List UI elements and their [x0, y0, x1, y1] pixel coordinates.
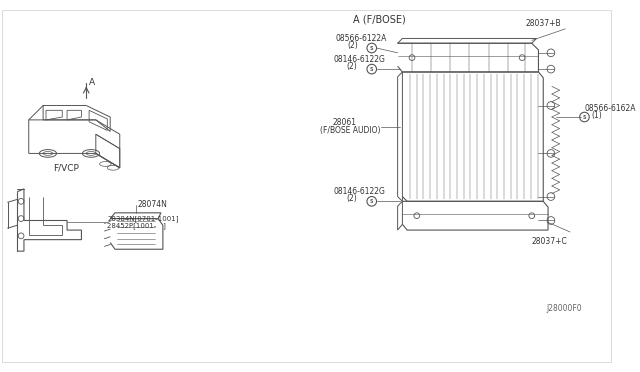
Text: S: S [370, 199, 374, 204]
Text: 08566-6122A: 08566-6122A [335, 34, 387, 43]
Text: F/VCP: F/VCP [52, 163, 79, 172]
Text: 28074N: 28074N [138, 200, 168, 209]
Text: 08566-6162A: 08566-6162A [584, 104, 636, 113]
Text: 08146-6122G: 08146-6122G [333, 55, 385, 64]
Text: 08146-6122G: 08146-6122G [333, 187, 385, 196]
Text: A: A [89, 78, 95, 87]
Text: S: S [370, 45, 374, 51]
Text: (1): (1) [591, 110, 602, 120]
Text: (2): (2) [346, 194, 356, 203]
Text: 28061: 28061 [332, 118, 356, 127]
Text: 28384N[0701-1001]: 28384N[0701-1001] [108, 215, 179, 222]
Text: (2): (2) [346, 62, 356, 71]
Text: A (F/BOSE): A (F/BOSE) [353, 14, 405, 24]
Text: 28452P[1001-   ]: 28452P[1001- ] [108, 222, 166, 229]
Text: J28000F0: J28000F0 [546, 304, 582, 313]
Text: 28037+B: 28037+B [525, 19, 561, 28]
Text: S: S [370, 67, 374, 71]
Text: S: S [582, 115, 586, 119]
Text: 28037+C: 28037+C [532, 237, 568, 246]
Text: (2): (2) [348, 41, 358, 49]
Text: (F/BOSE AUDIO): (F/BOSE AUDIO) [320, 126, 381, 135]
